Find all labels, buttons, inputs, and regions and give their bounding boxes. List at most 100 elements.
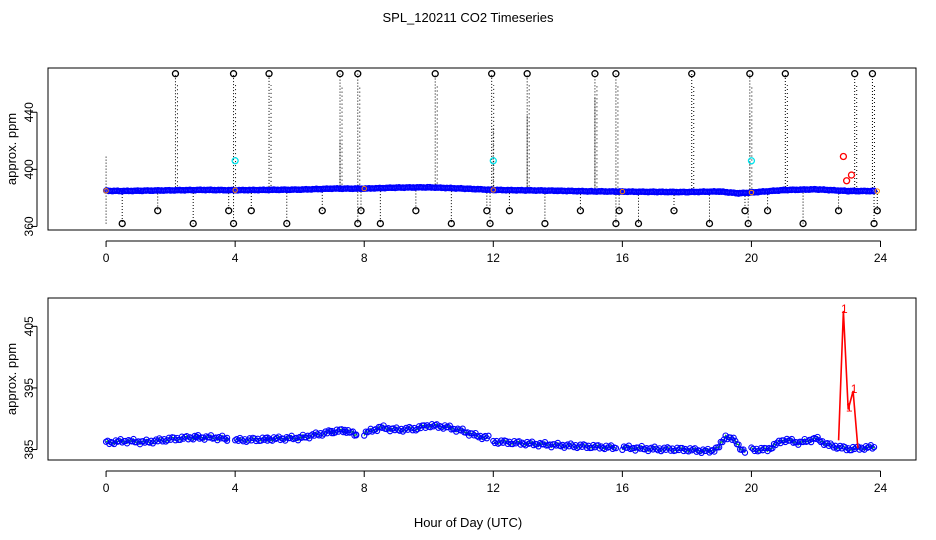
data-point	[867, 442, 874, 449]
outlier-point-low	[154, 207, 162, 215]
bottom-panel: 1 1 1 0 4 8 12 16 20 24 385 395 405 approx. ppm	[4, 297, 917, 495]
data-point	[609, 445, 616, 453]
data-point	[774, 439, 781, 446]
data-point	[319, 432, 326, 439]
spike-label: 1	[851, 382, 858, 396]
y-tick-label: 440	[22, 102, 36, 122]
data-point	[412, 427, 420, 434]
outlier-point-low	[247, 207, 255, 215]
data-point	[732, 437, 739, 445]
data-point	[730, 434, 737, 441]
data-point	[307, 432, 315, 439]
y-tick-label: 400	[22, 159, 36, 179]
y-tick-label: 405	[22, 316, 36, 336]
x-tick-label: 12	[487, 481, 501, 495]
outlier-point-high	[265, 70, 273, 78]
data-point	[433, 421, 440, 428]
data-point	[869, 445, 876, 452]
outlier-point-high	[612, 70, 620, 78]
data-point	[741, 449, 749, 456]
outlier-point-low	[118, 219, 126, 228]
data-point	[151, 437, 158, 445]
outlier-point-low	[744, 219, 752, 228]
data-point	[659, 446, 666, 453]
outlier-point-low	[541, 219, 549, 228]
outlier-point-high	[488, 70, 496, 78]
data-point	[485, 432, 492, 439]
outlier-point-low	[354, 219, 362, 228]
x-tick-label: 16	[616, 251, 630, 265]
data-point	[222, 436, 229, 443]
data-point	[848, 446, 855, 454]
outlier-point-low	[834, 207, 843, 215]
data-point	[653, 445, 660, 452]
bottom-data-layer: 1 1 1	[102, 302, 878, 456]
data-point	[612, 444, 620, 452]
outlier-point-low	[412, 207, 420, 215]
data-point	[716, 444, 723, 451]
outlier-point-high	[171, 70, 180, 78]
outlier-point-low	[763, 207, 772, 215]
x-tick-label: 0	[103, 251, 110, 265]
red-point	[842, 177, 851, 185]
outlier-point-high	[851, 70, 859, 78]
data-point	[223, 437, 231, 444]
outlier-point-low	[486, 219, 494, 228]
bottom-plot-frame	[47, 297, 917, 461]
y-tick-label: 385	[22, 439, 36, 459]
spike-series-line	[837, 310, 859, 449]
data-point	[472, 429, 479, 437]
bottom-y-axis-label: approx. ppm	[4, 343, 19, 415]
outlier-point-low	[357, 207, 365, 215]
outlier-point-high	[868, 70, 877, 78]
outlier-point-low	[505, 207, 514, 215]
outlier-point-low	[612, 219, 620, 228]
y-tick-label: 360	[22, 216, 36, 236]
outlier-point-high	[523, 70, 531, 78]
outlier-point-low	[225, 207, 233, 215]
x-tick-label: 20	[745, 251, 759, 265]
chart-title: SPL_120211 CO2 Timeseries	[382, 10, 554, 25]
data-point-orange	[619, 188, 626, 195]
data-point	[401, 426, 408, 433]
data-point	[275, 433, 282, 440]
outlier-point-high	[354, 70, 362, 78]
x-tick-label: 8	[361, 481, 368, 495]
data-point	[373, 427, 381, 435]
data-point	[232, 437, 239, 444]
y-tick-label: 395	[22, 378, 36, 398]
x-tick-label: 8	[361, 251, 368, 265]
spike-label: 1	[846, 400, 853, 414]
data-point	[223, 434, 231, 442]
outlier-point-low	[741, 207, 749, 215]
data-point	[870, 443, 878, 451]
data-point	[515, 438, 523, 445]
outlier-point-high	[229, 70, 238, 78]
data-point	[711, 448, 718, 455]
x-tick-label: 4	[232, 251, 239, 265]
data-point	[807, 438, 815, 446]
cyan-point	[747, 157, 756, 165]
outlier-point-high	[336, 70, 344, 78]
data-point	[469, 430, 476, 437]
data-point	[380, 422, 387, 429]
top-x-axis: 0 4 8 12 16 20 24	[103, 240, 887, 265]
x-tick-label: 16	[616, 481, 630, 495]
outlier-point-high	[746, 70, 754, 78]
cyan-point	[231, 157, 239, 165]
data-point-orange	[748, 189, 755, 196]
data-point-orange	[361, 185, 367, 192]
red-point	[847, 171, 856, 179]
outlier-point-low	[229, 219, 238, 228]
data-point	[130, 435, 137, 443]
data-point	[459, 425, 466, 432]
bottom-x-axis: 0 4 8 12 16 20 24	[103, 470, 887, 495]
x-tick-label: 0	[103, 481, 110, 495]
data-point	[569, 442, 576, 449]
top-y-axis: 360 400 440	[22, 102, 38, 236]
outlier-point-high	[781, 70, 789, 78]
outlier-point-low	[318, 207, 326, 215]
x-axis-label: Hour of Day (UTC)	[414, 515, 522, 530]
data-point	[870, 187, 878, 194]
